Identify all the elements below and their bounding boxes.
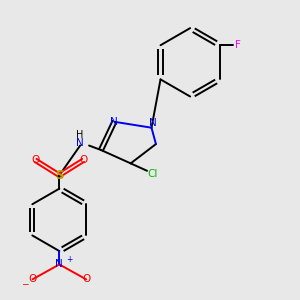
Text: N: N — [110, 117, 118, 127]
Text: N: N — [76, 138, 84, 148]
Text: F: F — [235, 40, 241, 50]
Text: O: O — [79, 155, 87, 165]
Text: O: O — [28, 274, 37, 284]
Text: O: O — [32, 155, 40, 165]
Text: N: N — [56, 260, 63, 269]
Text: Cl: Cl — [148, 169, 158, 179]
Text: H: H — [76, 130, 84, 140]
Text: S: S — [55, 169, 64, 182]
Text: O: O — [82, 274, 90, 284]
Text: N: N — [149, 118, 157, 128]
Text: −: − — [21, 279, 29, 288]
Text: +: + — [67, 255, 73, 264]
